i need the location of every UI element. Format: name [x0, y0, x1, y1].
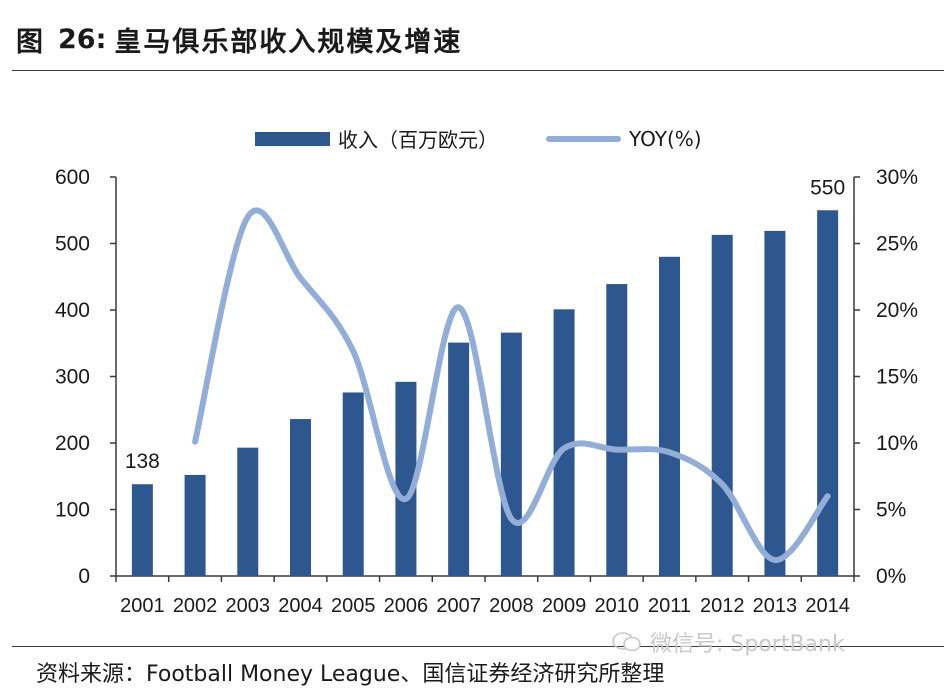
- figure-title: 皇马俱乐部收入规模及增速: [114, 26, 463, 58]
- bar-data-label: 138: [125, 450, 160, 473]
- x-tick-label: 2009: [542, 595, 587, 617]
- right-tick-label: 10%: [876, 432, 918, 455]
- right-tick-label: 25%: [876, 233, 918, 256]
- wechat-icon: [612, 632, 641, 652]
- right-tick-label: 15%: [876, 366, 918, 389]
- x-tick-label: 2001: [120, 595, 165, 617]
- right-tick-label: 20%: [876, 299, 918, 322]
- revenue-bar: [131, 484, 153, 576]
- legend-line-swatch: [546, 135, 621, 142]
- revenue-bar: [553, 309, 575, 576]
- watermark-text: 微信号: SportBank: [650, 632, 845, 657]
- x-tick-label: 2014: [805, 595, 850, 617]
- legend-bar-label: 收入（百万欧元）: [338, 128, 498, 152]
- left-tick-label: 200: [55, 432, 90, 455]
- revenue-bar: [342, 392, 364, 576]
- left-tick-label: 0: [78, 565, 90, 588]
- left-tick-label: 400: [55, 299, 90, 322]
- revenue-bar: [500, 332, 522, 576]
- x-tick-label: 2011: [648, 595, 691, 617]
- revenue-bar: [290, 419, 311, 576]
- top-rule: [12, 70, 944, 71]
- revenue-bar: [184, 474, 206, 576]
- bottom-rule: [12, 646, 944, 647]
- x-tick-label: 2008: [489, 595, 534, 617]
- revenue-bar: [711, 234, 733, 577]
- revenue-bar: [237, 447, 259, 576]
- figure-title-row: 图 26: 皇马俱乐部收入规模及增速: [16, 14, 462, 64]
- source-note: 资料来源：Football Money League、国信证券经济研究所整理: [36, 662, 665, 687]
- x-tick-label: 2013: [753, 595, 798, 617]
- revenue-bar: [764, 230, 786, 577]
- x-tick-label: 2007: [436, 595, 481, 617]
- revenue-bar: [659, 256, 680, 576]
- x-tick-label: 2002: [173, 595, 218, 617]
- x-tick-label: 2003: [226, 595, 271, 617]
- yoy-line: [192, 207, 831, 564]
- legend-bar-swatch: [255, 131, 330, 146]
- figure-number: 26:: [58, 23, 107, 55]
- left-tick-label: 600: [55, 166, 90, 189]
- x-tick-label: 2010: [595, 595, 640, 617]
- figure-label: 图: [16, 26, 44, 58]
- bar-data-label: 550: [810, 176, 845, 199]
- right-tick-label: 30%: [876, 166, 918, 189]
- right-tick-label: 0%: [876, 565, 906, 588]
- x-tick-label: 2005: [331, 595, 376, 617]
- left-tick-label: 100: [55, 499, 90, 522]
- revenue-chart: 0 100 200 300 400 500 600 0% 5% 10% 15% 20% 25% 30% 20…: [55, 166, 918, 617]
- right-tick-label: 5%: [876, 499, 906, 522]
- left-tick-label: 500: [55, 233, 90, 256]
- revenue-bar: [448, 342, 470, 576]
- revenue-bar: [817, 210, 839, 576]
- x-tick-label: 2006: [384, 595, 429, 617]
- x-tick-label: 2004: [278, 595, 323, 617]
- revenue-bar: [395, 381, 417, 576]
- x-tick-label: 2012: [700, 595, 745, 617]
- left-tick-label: 300: [55, 366, 90, 389]
- chart-legend: 收入（百万欧元） YOY(%): [255, 124, 702, 153]
- watermark: 微信号: SportBank: [612, 626, 845, 658]
- legend-line-label: YOY(%): [629, 126, 702, 151]
- revenue-bar: [606, 284, 628, 576]
